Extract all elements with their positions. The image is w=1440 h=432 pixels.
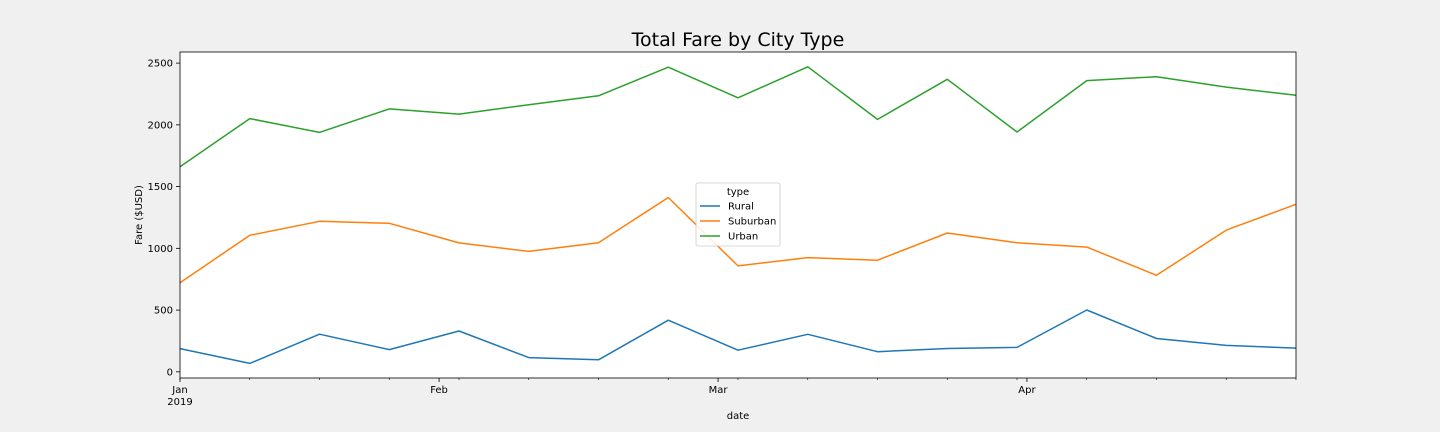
x-tick-label: Jan: [171, 385, 187, 396]
legend-label-urban: Urban: [728, 232, 758, 243]
y-tick-label: 500: [154, 306, 173, 317]
x-tick-label: Feb: [430, 385, 448, 396]
legend-box: [695, 182, 781, 247]
legend: type Rural Suburban Urban: [695, 182, 781, 247]
y-tick-label: 1000: [148, 244, 173, 255]
series-line-rural: [179, 309, 1297, 365]
series-lines: [179, 66, 1297, 365]
legend-title: type: [727, 187, 749, 198]
series-line-suburban: [179, 196, 1297, 284]
y-axis: 0 500 1000 1500 2000 2500: [148, 59, 180, 378]
x-tick-label: Mar: [709, 385, 729, 396]
legend-label-suburban: Suburban: [728, 217, 776, 228]
chart-title: Total Fare by City Type: [631, 29, 845, 51]
x-tick-sublabel: 2019: [167, 397, 192, 408]
y-axis-label: Fare ($USD): [134, 185, 145, 245]
y-tick-label: 2500: [148, 59, 173, 70]
y-tick-label: 1500: [148, 182, 173, 193]
legend-label-rural: Rural: [728, 202, 754, 213]
y-tick-label: 0: [167, 367, 173, 378]
series-line-urban: [179, 66, 1297, 168]
y-tick-label: 2000: [148, 120, 173, 131]
x-axis-label: date: [727, 411, 750, 422]
x-tick-label: Apr: [1018, 385, 1036, 396]
